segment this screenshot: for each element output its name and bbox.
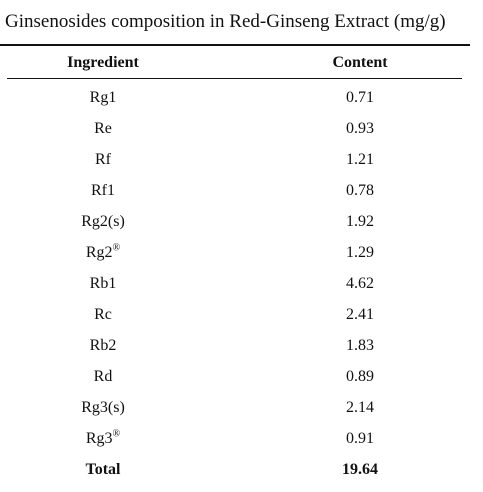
top-rule [0,44,470,46]
table-row: Rf 1.21 [0,145,483,176]
header-rule [7,78,462,79]
content-cell: 2.14 [346,399,374,416]
ingredient-cell: Rb2 [89,337,117,354]
table-row: Rd 0.89 [0,362,483,393]
table-row: Re 0.93 [0,114,483,145]
ingredient-cell: Rf1 [91,182,115,199]
table-row: Rg2(s) 1.92 [0,207,483,238]
content-cell: 4.62 [346,275,374,292]
content-cell: 0.93 [346,120,374,137]
ingredient-cell: Rd [93,368,113,385]
table-caption: Ginsenosides composition in Red-Ginseng … [5,11,446,32]
content-cell: 1.92 [346,213,374,230]
content-cell: 0.89 [346,368,374,385]
content-cell: 0.78 [346,182,374,199]
ingredient-cell: Rb1 [89,275,117,292]
ingredient-cell: Re [94,120,112,137]
ingredient-cell: Rg3® [85,428,121,447]
content-cell: 1.83 [346,337,374,354]
ingredient-column-header: Ingredient [67,54,139,71]
content-column-header: Content [332,54,388,71]
table-row: Rg2® 1.29 [0,238,483,269]
table-row: Rg3® 0.91 [0,424,483,455]
ingredient-cell: Rg1 [89,89,117,106]
content-cell: 0.71 [346,89,374,106]
table-row: Rb2 1.83 [0,331,483,362]
table-row: Rb1 4.62 [0,269,483,300]
table-body: Rg1 0.71 Re 0.93 Rf 1.21 Rf1 0.78 Rg2(s)… [0,83,483,486]
content-cell: 2.41 [346,306,374,323]
ingredient-cell: Rc [94,306,112,323]
ingredient-cell: Rg2(s) [81,213,125,230]
table-row: Rc 2.41 [0,300,483,331]
ingredient-cell: Rg3(s) [81,399,125,416]
ingredient-cell: Rg2® [85,242,121,261]
table-row: Rf1 0.78 [0,176,483,207]
content-cell: 1.29 [346,244,374,261]
total-label: Total [85,461,121,478]
table-row: Rg3(s) 2.14 [0,393,483,424]
content-cell: 1.21 [346,151,374,168]
table-header-row: Ingredient Content [0,50,483,76]
table-row: Rg1 0.71 [0,83,483,114]
ingredient-cell: Rf [95,151,111,168]
total-row: Total 19.64 [0,455,483,486]
content-cell: 0.91 [346,430,374,447]
total-value: 19.64 [342,461,378,478]
